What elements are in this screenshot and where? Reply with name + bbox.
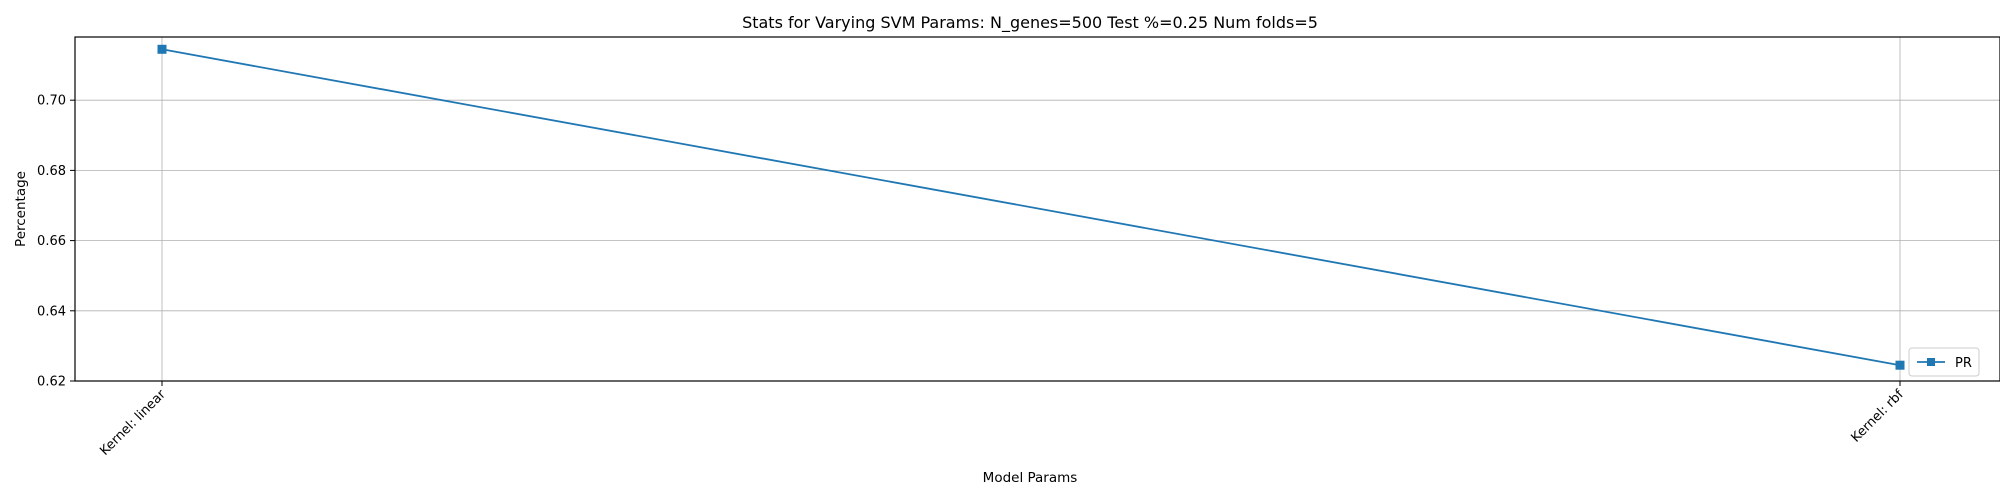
data-point-marker [157,44,167,54]
legend: PR [1908,347,1980,377]
data-point-marker [1895,360,1905,370]
y-tick-label: 0.70 [37,94,66,109]
series-layer [157,44,1905,370]
y-axis-label: Percentage [13,171,29,247]
plot-frame [74,36,2000,382]
x-axis-label: Model Params [983,470,1078,486]
y-tick-label: 0.62 [37,375,66,390]
legend-marker [1927,358,1935,366]
chart-title: Stats for Varying SVM Params: N_genes=50… [742,13,1318,33]
y-tick-label: 0.68 [37,164,66,179]
y-tick-label: 0.64 [37,304,66,319]
legend-label: PR [1955,356,1972,371]
series-line-pr [161,48,1901,367]
y-tick-label: 0.66 [37,234,66,249]
